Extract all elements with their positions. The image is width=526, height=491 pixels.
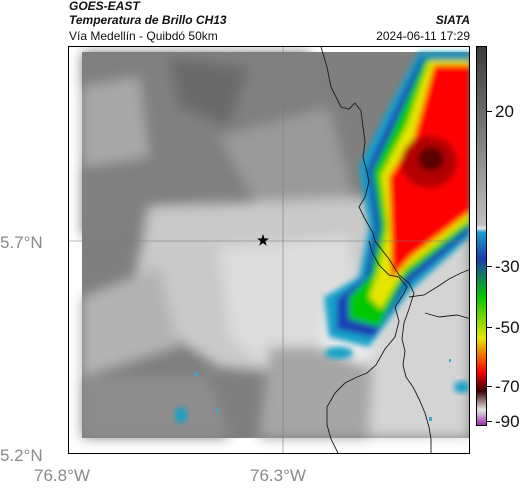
- colorbar-tick: [487, 111, 492, 112]
- department-border: [424, 312, 469, 319]
- star-icon: [257, 234, 269, 246]
- colorbar-tick: [487, 421, 492, 422]
- department-border: [326, 240, 408, 453]
- agency-label: SIATA: [435, 13, 470, 27]
- colorbar-tick: [487, 266, 492, 267]
- colorbar-tick: [487, 386, 492, 387]
- colorbar: [476, 46, 487, 426]
- lat-label-52: 5.2°N: [0, 446, 43, 465]
- lon-label-768: 76.8°W: [34, 466, 90, 485]
- cloud-field: [82, 52, 469, 438]
- colorbar-label: -90: [495, 412, 520, 431]
- department-border: [320, 47, 432, 453]
- lon-label-763: 76.3°W: [250, 466, 306, 485]
- colorbar-tick: [487, 327, 492, 328]
- map-title: GOES-EAST: [69, 0, 140, 13]
- colorbar-label: 20: [495, 102, 514, 121]
- map-subtitle: Temperatura de Brillo CH13: [69, 13, 227, 27]
- timestamp-label: 2024-06-11 17:29: [376, 29, 470, 43]
- satellite-map: [68, 46, 470, 454]
- colorbar-label: -30: [495, 257, 520, 276]
- lat-label-57: 5.7°N: [0, 233, 43, 252]
- department-border: [408, 269, 469, 298]
- colorbar-label: -50: [495, 318, 520, 337]
- location-label: Vía Medellín - Quibdó 50km: [69, 29, 218, 43]
- colorbar-label: -70: [495, 377, 520, 396]
